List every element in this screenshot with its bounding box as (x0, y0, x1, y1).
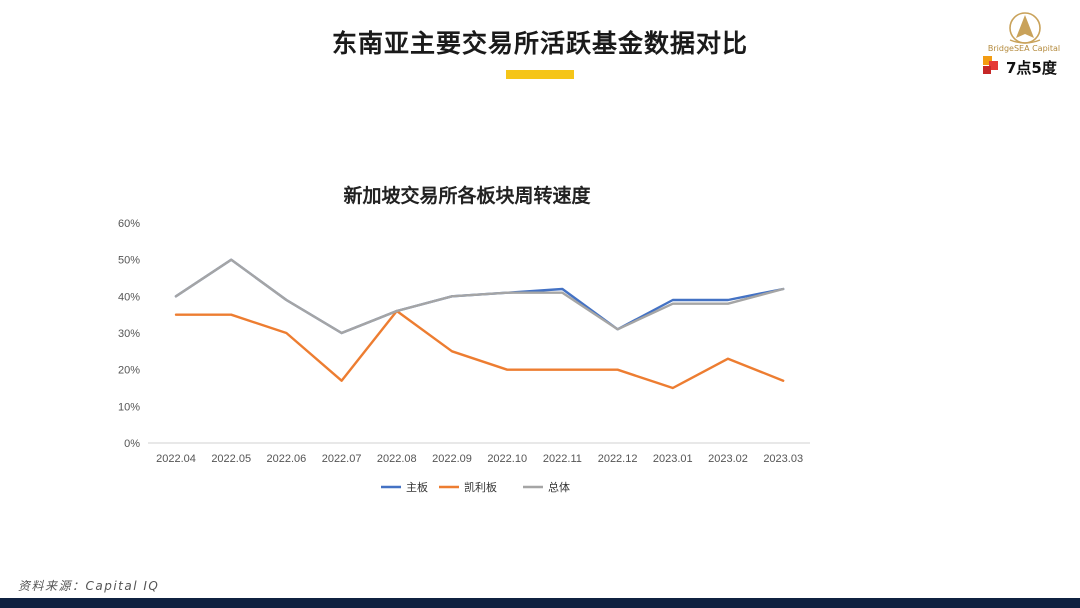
series-line-0 (174, 258, 785, 335)
x-tick-label: 2022.10 (487, 453, 527, 465)
x-tick-label: 2022.09 (432, 453, 472, 465)
y-tick-label: 50% (118, 255, 140, 267)
y-tick-label: 0% (124, 438, 140, 450)
chart-title: 新加坡交易所各板块周转速度 (343, 185, 591, 207)
y-tick-label: 10% (118, 401, 140, 413)
series-line-1 (174, 309, 785, 390)
series-line-2 (174, 258, 785, 335)
x-tick-label: 2022.11 (543, 453, 582, 465)
title-underline (506, 70, 574, 79)
y-tick-label: 30% (118, 328, 140, 340)
x-tick-label: 2023.03 (763, 453, 803, 465)
x-tick-label: 2023.01 (653, 453, 693, 465)
x-tick-label: 2022.12 (598, 453, 638, 465)
legend-label: 凯利板 (464, 480, 497, 494)
sail-logo-icon (1009, 12, 1041, 44)
source-note: 资料来源：Capital IQ (18, 579, 160, 593)
x-tick-label: 2023.02 (708, 453, 748, 465)
page-title: 东南亚主要交易所活跃基金数据对比 (331, 29, 748, 58)
brand-text: 7点5度 (1006, 59, 1057, 77)
x-tick-label: 2022.08 (377, 453, 417, 465)
colored-squares-icon (983, 56, 998, 74)
x-tick-label: 2022.04 (156, 453, 196, 465)
y-tick-label: 60% (118, 218, 140, 230)
brand-caption: BridgeSEA Capital (987, 44, 1061, 53)
line-chart: 0% 10% 20% 30% 40% 50% 60% 2022.04 2022.05 2022.0… (118, 218, 810, 494)
y-tick-label: 20% (118, 365, 140, 377)
legend-label: 主板 (406, 480, 428, 494)
legend-label: 总体 (548, 480, 570, 494)
x-tick-label: 2022.05 (211, 453, 251, 465)
x-tick-label: 2022.07 (322, 453, 362, 465)
bottom-bar (0, 598, 1080, 608)
y-tick-label: 40% (118, 291, 140, 303)
x-tick-label: 2022.06 (267, 453, 307, 465)
